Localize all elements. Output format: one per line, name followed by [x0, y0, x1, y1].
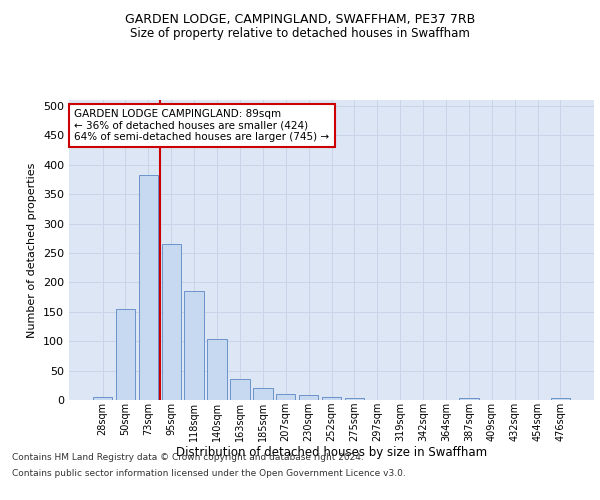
- Bar: [299, 396, 319, 400]
- Bar: [116, 309, 135, 400]
- Text: GARDEN LODGE, CAMPINGLAND, SWAFFHAM, PE37 7RB: GARDEN LODGE, CAMPINGLAND, SWAFFHAM, PE3…: [125, 12, 475, 26]
- Text: GARDEN LODGE CAMPINGLAND: 89sqm
← 36% of detached houses are smaller (424)
64% o: GARDEN LODGE CAMPINGLAND: 89sqm ← 36% of…: [74, 109, 329, 142]
- Y-axis label: Number of detached properties: Number of detached properties: [28, 162, 37, 338]
- Bar: [344, 398, 364, 400]
- Text: Size of property relative to detached houses in Swaffham: Size of property relative to detached ho…: [130, 28, 470, 40]
- Text: Contains public sector information licensed under the Open Government Licence v3: Contains public sector information licen…: [12, 468, 406, 477]
- Bar: [184, 291, 204, 400]
- Bar: [139, 174, 158, 400]
- Bar: [253, 388, 272, 400]
- Text: Contains HM Land Registry data © Crown copyright and database right 2024.: Contains HM Land Registry data © Crown c…: [12, 454, 364, 462]
- Bar: [459, 398, 479, 400]
- X-axis label: Distribution of detached houses by size in Swaffham: Distribution of detached houses by size …: [176, 446, 487, 460]
- Bar: [93, 397, 112, 400]
- Bar: [276, 394, 295, 400]
- Bar: [551, 398, 570, 400]
- Bar: [161, 244, 181, 400]
- Bar: [208, 340, 227, 400]
- Bar: [230, 380, 250, 400]
- Bar: [322, 397, 341, 400]
